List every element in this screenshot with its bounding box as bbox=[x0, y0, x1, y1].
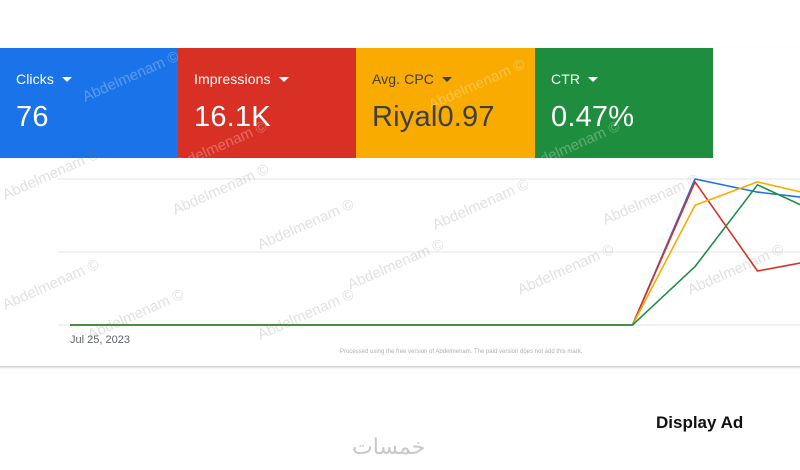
performance-panel: Clicks 76 Abdelmenam © Impressions 16.1K… bbox=[0, 48, 800, 367]
metric-header: Clicks bbox=[16, 70, 178, 88]
caret-down-icon[interactable] bbox=[278, 76, 289, 82]
caret-down-icon[interactable] bbox=[442, 76, 453, 82]
metric-header: Avg. CPC bbox=[372, 70, 535, 88]
line-chart-svg bbox=[58, 178, 800, 326]
caret-down-icon[interactable] bbox=[588, 76, 599, 82]
metric-label: Clicks bbox=[16, 71, 54, 87]
metric-value: 16.1K bbox=[194, 101, 271, 133]
metric-value: Riyal0.97 bbox=[372, 101, 495, 133]
series-layer bbox=[70, 178, 800, 326]
brand-logo-text: خمسات bbox=[352, 434, 426, 459]
metric-value: 76 bbox=[16, 101, 49, 133]
metric-value: 0.47% bbox=[551, 101, 635, 133]
metric-tile-avg-cpc[interactable]: Avg. CPC Riyal0.97 Abdelmenam © bbox=[356, 48, 535, 158]
caption-title: Display Ad bbox=[656, 413, 744, 432]
line-chart: Jul 25, 2023 Processed using the free ve… bbox=[0, 146, 800, 366]
metric-label: Avg. CPC bbox=[372, 71, 435, 87]
metric-label: CTR bbox=[551, 71, 581, 87]
metric-tile-ctr[interactable]: CTR 0.47% Abdelmenam © bbox=[521, 48, 713, 176]
series-line-impressions bbox=[70, 181, 800, 326]
metric-header: CTR bbox=[551, 70, 713, 88]
metric-tile-impressions[interactable]: Impressions 16.1K Abdelmenam © bbox=[168, 48, 356, 176]
metric-label: Impressions bbox=[194, 71, 271, 87]
caret-down-icon[interactable] bbox=[61, 76, 72, 82]
x-axis-start-label: Jul 25, 2023 bbox=[70, 334, 130, 346]
metric-tiles: Clicks 76 Abdelmenam © Impressions 16.1K… bbox=[0, 48, 713, 176]
metric-tile-clicks[interactable]: Clicks 76 Abdelmenam © bbox=[0, 48, 182, 158]
series-line-avg-cpc bbox=[70, 181, 800, 326]
metric-header: Impressions bbox=[194, 70, 356, 88]
chart-footnote: Processed using the free version of Abde… bbox=[340, 349, 583, 355]
series-line-ctr bbox=[70, 183, 800, 326]
